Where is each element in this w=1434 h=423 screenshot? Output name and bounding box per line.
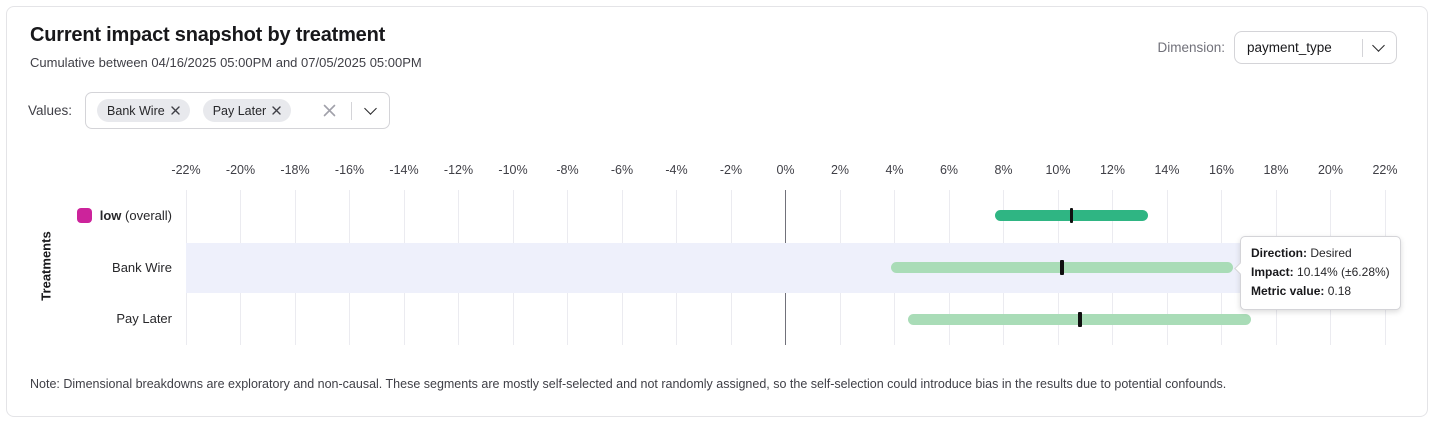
axis-tick-label: 0%	[776, 163, 795, 177]
axis-tick-label: -14%	[389, 163, 419, 177]
axis-tick-label: 12%	[1099, 163, 1126, 177]
legend-swatch	[76, 208, 92, 224]
tooltip: Direction: Desired Impact: 10.14% (±6.28%…	[1233, 236, 1401, 310]
values-multiselect[interactable]: Bank Wire Pay Later	[85, 92, 391, 129]
axis-tick-label: 22%	[1372, 163, 1398, 177]
value-chip-label: Bank Wire	[107, 103, 165, 118]
treatment-row-label: low (overall)	[0, 207, 172, 225]
axis-tick-label: -22%	[171, 163, 201, 177]
values-filter: Values: Bank Wire Pay Later	[28, 92, 391, 129]
clear-values-icon[interactable]	[322, 103, 337, 118]
axis-tick-label: 14%	[1154, 163, 1180, 177]
axis-tick-label: 16%	[1208, 163, 1235, 177]
chips-container: Bank Wire Pay Later	[97, 99, 292, 122]
dimension-select[interactable]: payment_type	[1234, 31, 1397, 64]
treatment-row-label: Pay Later	[116, 311, 172, 327]
tooltip-row: Metric value: 0.18	[1251, 284, 1352, 298]
axis-tick-label: 18%	[1263, 163, 1289, 177]
tooltip-row: Impact: 10.14% (±6.28%)	[1251, 265, 1390, 279]
remove-chip-icon[interactable]	[272, 106, 281, 115]
treatment-row-label: Bank Wire	[112, 259, 172, 275]
axis-tick-label: 4%	[885, 163, 904, 177]
dimension-label: Dimension:	[1157, 40, 1225, 55]
axis-tick-label: -18%	[280, 163, 310, 177]
chevron-down-icon[interactable]	[364, 102, 378, 115]
dimension-selected-value: payment_type	[1247, 40, 1332, 55]
values-label: Values:	[28, 103, 73, 118]
divider	[1362, 38, 1363, 57]
divider	[351, 101, 353, 120]
axis-tick-label: -16%	[334, 163, 365, 177]
value-chip[interactable]: Bank Wire	[97, 99, 190, 122]
page-title: Current impact snapshot by treatment	[30, 24, 386, 46]
impact-median-marker	[1060, 260, 1064, 275]
remove-chip-icon[interactable]	[170, 106, 180, 115]
footnote: Note: Dimensional breakdowns are explora…	[30, 377, 1227, 391]
value-chip-label: Pay Later	[212, 103, 267, 118]
chevron-down-icon	[1372, 39, 1385, 52]
tooltip-row: Direction: Desired	[1251, 246, 1352, 260]
date-range-subtitle: Cumulative between 04/16/2025 05:00PM an…	[30, 55, 422, 70]
axis-tick-label: 6%	[939, 163, 959, 177]
axis-tick-label: 8%	[994, 163, 1013, 177]
impact-median-marker	[1069, 208, 1074, 224]
axis-tick-label: 20%	[1317, 163, 1344, 177]
value-chip[interactable]: Pay Later	[202, 99, 292, 122]
axis-tick-label: -10%	[498, 163, 528, 177]
axis-tick-label: -8%	[556, 163, 579, 177]
dimension-control: Dimension: payment_type	[1157, 31, 1397, 64]
impact-snapshot-card	[6, 6, 1428, 417]
axis-tick-label: -12%	[443, 163, 474, 177]
axis-tick-label: -4%	[665, 163, 688, 177]
axis-tick-label: -20%	[225, 163, 256, 177]
axis-tick-label: -6%	[610, 163, 634, 177]
impact-median-marker	[1078, 311, 1082, 327]
tooltip-row-label: Metric value:	[1251, 284, 1325, 298]
tooltip-row-label: Impact:	[1251, 265, 1294, 279]
tooltip-row-label: Direction:	[1251, 246, 1308, 260]
axis-tick-label: -2%	[719, 163, 743, 177]
axis-tick-label: 2%	[830, 163, 850, 177]
axis-tick-label: 10%	[1045, 163, 1071, 177]
